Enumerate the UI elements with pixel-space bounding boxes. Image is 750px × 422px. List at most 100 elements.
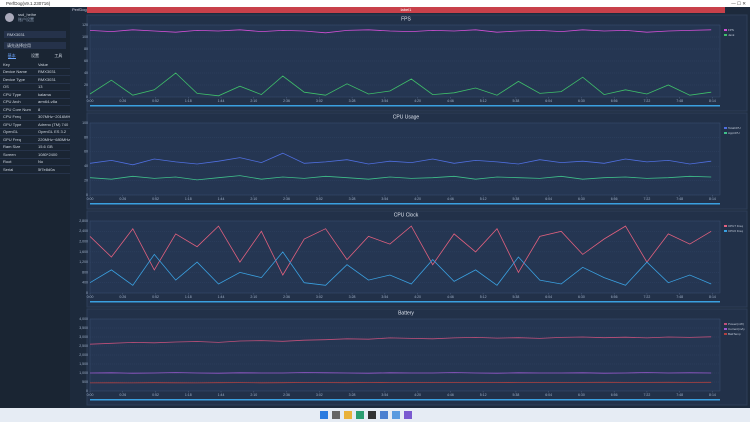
x-tick-label: 5:38 [512,295,519,299]
x-tick-label: 7:48 [676,197,683,201]
x-tick-label: 0:00 [87,197,94,201]
info-cell: 15.6 GB [38,144,53,150]
x-tick-label: 2:36 [283,99,290,103]
x-tick-label: 3:28 [349,393,356,397]
legend-swatch [724,225,727,227]
info-cell: Device Type [3,76,25,82]
series-line [89,29,712,34]
info-row: GPU Freq 220MHz~680MHz [0,136,70,144]
title-bar: PerfDog(v9.1.230716) — ☐ ✕ [0,0,750,7]
x-tick-label: 3:54 [381,99,388,103]
x-tick-label: 6:04 [545,99,552,103]
window-title: PerfDog(v9.1.230716) [6,1,51,6]
y-tick-label: 0 [86,389,88,393]
app-select[interactable]: 请先选择应用 [4,42,66,49]
x-tick-label: 0:00 [87,393,94,397]
x-tick-label: 1:44 [218,197,225,201]
legend-label: TotalCPU [728,126,741,130]
legend-swatch [724,328,727,330]
info-cell: 13 [38,84,43,90]
top-tab[interactable]: PerfDog [72,7,87,12]
info-cell: No [38,159,44,165]
x-tick-label: 1:18 [185,99,192,103]
y-tick-label: 20 [84,179,88,183]
x-tick-label: 7:48 [676,393,683,397]
x-tick-label: 0:00 [87,99,94,103]
x-tick-label: 1:18 [185,393,192,397]
series-line [89,175,712,181]
info-cell: Serial [3,166,14,172]
x-tick-label: 5:12 [480,197,487,201]
device-select[interactable]: RMX3031 [4,31,66,38]
tab[interactable]: 设置 [30,53,39,58]
label-bar[interactable] [87,7,725,13]
y-tick-label: 800 [82,270,88,274]
plot-area [89,122,721,196]
chart-title: CPU Usage [393,114,420,120]
tab[interactable]: 工具 [54,53,63,58]
info-cell: 5f7e8d0a [38,166,55,172]
y-tick-label: 0 [86,193,88,197]
info-row: Ram Size 15.6 GB [0,144,70,151]
scrollbar [90,301,720,303]
info-row: CPU Freq 307MHz~2016MHz [0,114,70,121]
x-tick-label: 7:22 [644,197,651,201]
x-tick-label: 0:26 [119,197,126,201]
info-cell: kalama [38,91,51,97]
x-tick-label: 3:02 [316,99,323,103]
x-tick-label: 5:12 [480,295,487,299]
x-tick-label: 7:22 [644,99,651,103]
legend-swatch [724,34,727,36]
x-tick-label: 7:22 [644,393,651,397]
user-name: ssd_heihe [18,11,37,17]
legend-swatch [724,323,727,325]
info-cell: arm64-v8a [38,99,58,105]
sidebar: ssd_heihe 账户设置 RMX3031 请先选择应用 基本 设置 工具 Key V… [0,7,70,408]
chart-title: CPU Clock [394,212,419,218]
x-tick-label: 2:36 [283,295,290,299]
window-controls[interactable]: — ☐ ✕ [731,1,746,6]
x-tick-label: 1:44 [218,99,225,103]
y-tick-label: 80 [84,47,88,51]
x-tick-label: 1:44 [218,295,225,299]
info-row: Root No [0,159,70,166]
info-cell: RMX3031 [38,69,56,75]
x-tick-label: 1:18 [185,197,192,201]
x-tick-label: 3:02 [316,393,323,397]
x-tick-label: 2:36 [283,393,290,397]
scrollbar [90,105,720,107]
tab[interactable]: 基本 [7,53,16,59]
x-tick-label: 5:12 [480,99,487,103]
legend-label: FPS [728,28,734,32]
x-tick-label: 4:46 [447,393,454,397]
x-tick-label: 3:28 [349,99,356,103]
x-tick-label: 5:38 [512,197,519,201]
info-row: CPU Arch arm64-v8a [0,99,70,106]
x-tick-label: 0:52 [152,295,159,299]
x-tick-label: 6:30 [578,295,585,299]
taskbar-icons[interactable] [320,411,412,419]
x-tick-label: 4:46 [447,295,454,299]
info-cell: Adreno (TM) 740 [38,121,69,127]
x-tick-label: 7:22 [644,295,651,299]
x-tick-label: 2:10 [250,99,257,103]
tabs: 基本 设置 工具 [0,53,70,59]
legend-swatch [724,127,727,129]
y-tick-label: 0 [86,291,88,295]
info-cell: Key [3,61,10,67]
series-line [89,72,712,97]
legend-label: Power(mW) [728,322,744,326]
info-row: CPU Type kalama [0,91,70,99]
y-tick-label: 500 [82,380,88,384]
x-tick-label: 0:26 [119,295,126,299]
y-tick-label: 1,000 [79,371,88,375]
avatar[interactable] [5,12,14,22]
info-row: Screen 1080*2400 [0,151,70,159]
x-tick-label: 7:48 [676,99,683,103]
info-cell: OpenGL ES 3.2 [38,129,67,135]
x-tick-label: 6:30 [578,99,585,103]
y-tick-label: 1,500 [79,362,88,366]
y-tick-label: 2,000 [79,353,88,357]
user-sub[interactable]: 账户设置 [18,16,34,22]
